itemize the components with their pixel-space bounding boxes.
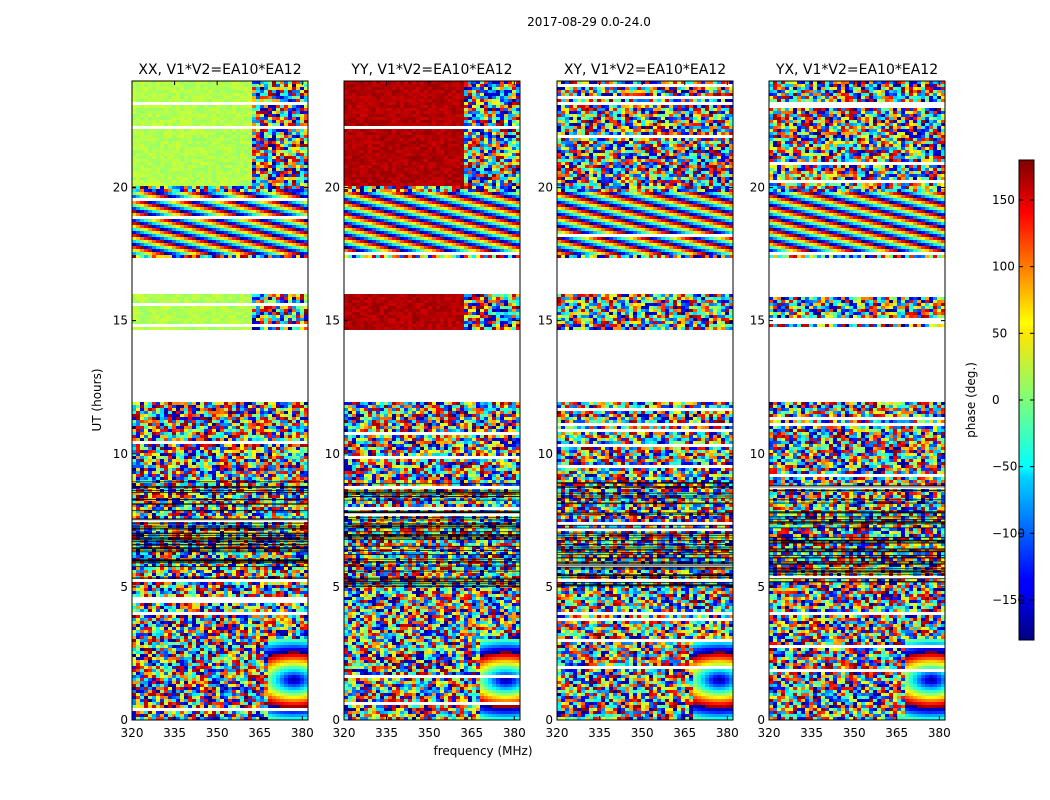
y-tick-label: 5 bbox=[757, 580, 765, 594]
x-tick-label: 335 bbox=[800, 726, 823, 740]
phase-image bbox=[344, 81, 520, 720]
x-tick-label: 365 bbox=[673, 726, 696, 740]
x-tick-label: 350 bbox=[843, 726, 866, 740]
y-tick-label: 10 bbox=[538, 447, 553, 461]
y-tick-label: 15 bbox=[325, 314, 340, 328]
y-tick-label: 15 bbox=[750, 314, 765, 328]
x-tick-label: 320 bbox=[546, 726, 569, 740]
panel-frame bbox=[556, 80, 734, 721]
phase-image bbox=[132, 81, 308, 720]
y-tick-label: 0 bbox=[120, 713, 128, 727]
panel-frame bbox=[131, 80, 309, 721]
x-tick-label: 320 bbox=[121, 726, 144, 740]
x-tick-label: 380 bbox=[503, 726, 526, 740]
y-tick-label: 0 bbox=[545, 713, 553, 727]
y-tick-label: 15 bbox=[113, 314, 128, 328]
y-tick-label: 5 bbox=[332, 580, 340, 594]
colorbar-tick-label: −50 bbox=[992, 460, 1017, 474]
x-tick-label: 320 bbox=[333, 726, 356, 740]
y-tick-label: 10 bbox=[113, 447, 128, 461]
y-tick-label: 20 bbox=[113, 181, 128, 195]
x-tick-label: 320 bbox=[758, 726, 781, 740]
x-tick-label: 335 bbox=[588, 726, 611, 740]
x-tick-label: 380 bbox=[716, 726, 739, 740]
phase-image bbox=[769, 81, 945, 720]
colorbar-tick-label: 0 bbox=[992, 393, 1000, 407]
colorbar-tick-label: −150 bbox=[992, 593, 1025, 607]
colorbar: −150 −100 −50 0 50 100 150 phase (deg.) bbox=[964, 159, 1035, 641]
colorbar-tick-label: −100 bbox=[992, 526, 1025, 540]
colorbar-tick-label: 150 bbox=[992, 193, 1015, 207]
x-tick-label: 335 bbox=[163, 726, 186, 740]
colorbar-tick-label: 100 bbox=[992, 260, 1015, 274]
figure-suptitle: 2017-08-29 0.0-24.0 bbox=[527, 15, 651, 29]
phase-image bbox=[557, 81, 733, 720]
y-tick-label: 0 bbox=[332, 713, 340, 727]
y-tick-label: 20 bbox=[325, 181, 340, 195]
x-tick-label: 380 bbox=[928, 726, 951, 740]
panel-yx: YX, V1*V2=EA10*EA12 320 335 350 365 380 0 5 10 15… bbox=[750, 62, 951, 740]
x-tick-label: 350 bbox=[418, 726, 441, 740]
x-tick-label: 335 bbox=[375, 726, 398, 740]
y-tick-label: 5 bbox=[545, 580, 553, 594]
panel-title: XX, V1*V2=EA10*EA12 bbox=[138, 62, 301, 78]
y-tick-label: 10 bbox=[750, 447, 765, 461]
y-axis-label: UT (hours) bbox=[90, 368, 104, 431]
panel-frame bbox=[343, 80, 521, 721]
panel-frame bbox=[768, 80, 946, 721]
y-tick-label: 15 bbox=[538, 314, 553, 328]
x-tick-label: 365 bbox=[885, 726, 908, 740]
colorbar-label: phase (deg.) bbox=[964, 362, 978, 438]
panel-title: YX, V1*V2=EA10*EA12 bbox=[775, 62, 938, 78]
colorbar-tick-label: 50 bbox=[992, 326, 1007, 340]
y-tick-label: 10 bbox=[325, 447, 340, 461]
x-tick-label: 350 bbox=[631, 726, 654, 740]
x-tick-label: 365 bbox=[460, 726, 483, 740]
x-tick-label: 380 bbox=[291, 726, 314, 740]
y-tick-label: 0 bbox=[757, 713, 765, 727]
panel-title: YY, V1*V2=EA10*EA12 bbox=[350, 62, 512, 78]
panel-title: XY, V1*V2=EA10*EA12 bbox=[564, 62, 726, 78]
y-tick-label: 20 bbox=[750, 181, 765, 195]
y-tick-label: 20 bbox=[538, 181, 553, 195]
y-tick-label: 5 bbox=[120, 580, 128, 594]
x-axis-label: frequency (MHz) bbox=[433, 744, 532, 758]
panel-xx: XX, V1*V2=EA10*EA12 320 335 350 365 380 0 5 10 15… bbox=[113, 62, 314, 740]
panel-yy: YY, V1*V2=EA10*EA12 320 335 350 365 380 0 5 10 15… bbox=[325, 62, 526, 740]
x-tick-label: 365 bbox=[248, 726, 271, 740]
panel-xy: XY, V1*V2=EA10*EA12 320 335 350 365 380 0 5 10 15… bbox=[538, 62, 739, 740]
x-tick-label: 350 bbox=[206, 726, 229, 740]
